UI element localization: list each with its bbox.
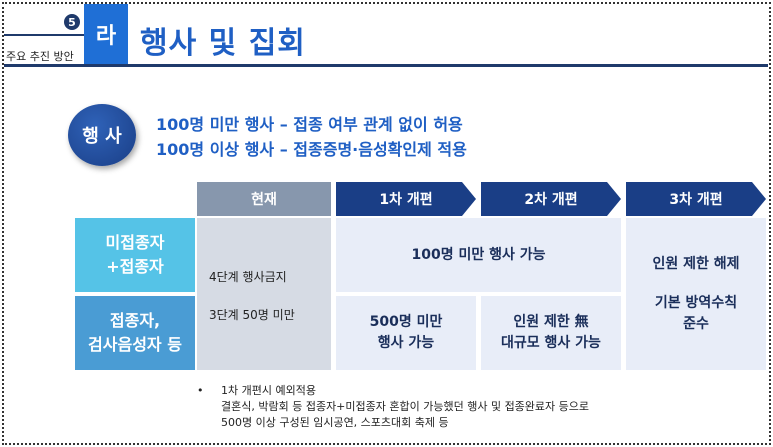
event-rule-over-100: 100명 이상 행사 – 접종증명·음성확인제 적용: [156, 140, 467, 159]
cell-text: 대규모 행사 가능: [501, 335, 601, 351]
cell-text: 행사 가능: [377, 335, 435, 351]
row-label-unvaccinated: 미접종자 +접종자: [75, 218, 195, 292]
cell-text: 100명 미만 행사 가능: [411, 246, 546, 263]
event-badge: 행 사: [68, 104, 136, 166]
cell-text: 기본 방역수칙: [654, 294, 738, 311]
cell-stage1-vaccinated: 500명 미만 행사 가능: [336, 296, 476, 370]
cell-text: 인원 제한 해제: [652, 255, 740, 272]
bullet-icon: •: [197, 384, 204, 397]
row-label-vaccinated: 접종자, 검사음성자 등: [75, 296, 195, 370]
column-stage-2: 2차 개편: [481, 182, 621, 216]
footnote: • 1차 개편시 예외적용 결혼식, 박람회 등 접종자+미접종자 혼합이 가능…: [197, 383, 590, 431]
current-level-3: 3단계 50명 미만: [209, 308, 295, 322]
footnote-line: 결혼식, 박람회 등 접종자+미접종자 혼합이 가능했던 행사 및 접종완료자 …: [221, 400, 590, 413]
chapter-chip: 라: [84, 4, 128, 64]
column-stage-1: 1차 개편: [336, 182, 476, 216]
cell-stage3: 인원 제한 해제 기본 방역수칙 준수: [626, 218, 766, 370]
row-label-line: 검사음성자 등: [88, 335, 182, 354]
current-level-4: 4단계 행사금지: [209, 270, 287, 284]
row-label-line: 미접종자: [105, 233, 165, 252]
footnote-line: 1차 개편시 예외적용: [221, 384, 316, 397]
section-divider: [4, 34, 84, 36]
cell-text: 500명 미만: [369, 314, 443, 330]
section-indicator: 5 주요 추진 방안: [4, 4, 84, 64]
cell-stage2-vaccinated: 인원 제한 無 대규모 행사 가능: [481, 296, 621, 370]
section-number: 5: [64, 14, 80, 30]
cell-text: 준수: [683, 315, 709, 332]
cell-text: 인원 제한 無: [513, 314, 589, 330]
cell-stage12-unvaccinated: 100명 미만 행사 가능: [336, 218, 621, 292]
current-column-body: [197, 218, 331, 370]
row-label-line: +접종자: [106, 257, 164, 276]
column-current: 현재: [197, 182, 331, 216]
column-stage-3: 3차 개편: [626, 182, 766, 216]
event-rule-under-100: 100명 미만 행사 – 접종 여부 관계 없이 허용: [156, 115, 463, 134]
section-label: 주요 추진 방안: [6, 50, 74, 63]
footnote-line: 500명 이상 구성된 임시공연, 스포츠대회 축제 등: [221, 416, 449, 429]
row-label-line: 접종자,: [109, 311, 161, 330]
page-title: 행사 및 집회: [140, 26, 306, 61]
header-rule: [4, 64, 768, 67]
